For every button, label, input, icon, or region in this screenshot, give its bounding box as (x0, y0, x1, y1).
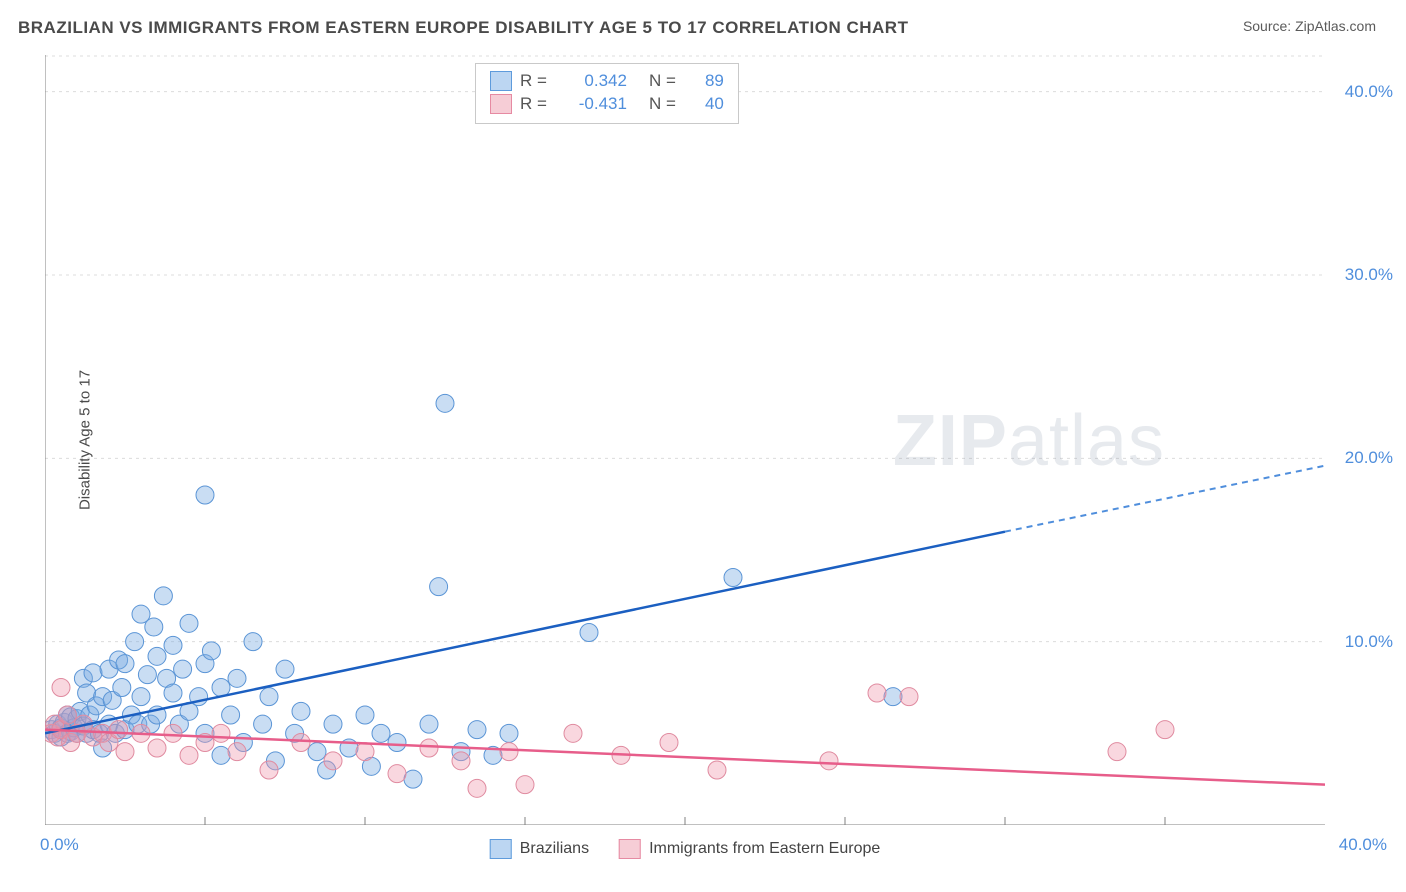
chart-title: BRAZILIAN VS IMMIGRANTS FROM EASTERN EUR… (18, 18, 908, 38)
y-tick-label: 30.0% (1345, 265, 1393, 285)
source-link[interactable]: ZipAtlas.com (1295, 18, 1376, 34)
series-legend-item-immigrants: Immigrants from Eastern Europe (619, 839, 880, 859)
series-legend: Brazilians Immigrants from Eastern Europe (490, 839, 881, 859)
n-value: 89 (684, 71, 724, 91)
source-prefix: Source: (1243, 18, 1295, 34)
legend-swatch (490, 71, 512, 91)
r-label: R = (520, 94, 547, 114)
legend-swatch (490, 94, 512, 114)
n-label: N = (649, 94, 676, 114)
y-tick-label: 20.0% (1345, 448, 1393, 468)
series-label: Immigrants from Eastern Europe (649, 840, 880, 858)
legend-row-brazilians: R = 0.342 N = 89 (490, 71, 724, 91)
n-value: 40 (684, 94, 724, 114)
x-axis-max-label: 40.0% (1339, 835, 1387, 855)
r-value: 0.342 (555, 71, 627, 91)
chart-area: Disability Age 5 to 17 ZIPatlas R =0.342… (45, 55, 1325, 825)
legend-swatch (490, 839, 512, 859)
series-label: Brazilians (520, 840, 589, 858)
y-tick-label: 40.0% (1345, 82, 1393, 102)
series-legend-item-brazilians: Brazilians (490, 839, 589, 859)
r-label: R = (520, 71, 547, 91)
legend-row-immigrants: R = -0.431 N = 40 (490, 94, 724, 114)
scatter-plot-svg (45, 55, 1325, 825)
correlation-legend: R = 0.342 N = 89 R = -0.431 N = 40 (475, 63, 739, 124)
r-value: -0.431 (555, 94, 627, 114)
n-label: N = (649, 71, 676, 91)
source-attribution: Source: ZipAtlas.com (1243, 18, 1376, 34)
legend-swatch (619, 839, 641, 859)
x-axis-origin-label: 0.0% (40, 835, 79, 855)
y-tick-label: 10.0% (1345, 632, 1393, 652)
